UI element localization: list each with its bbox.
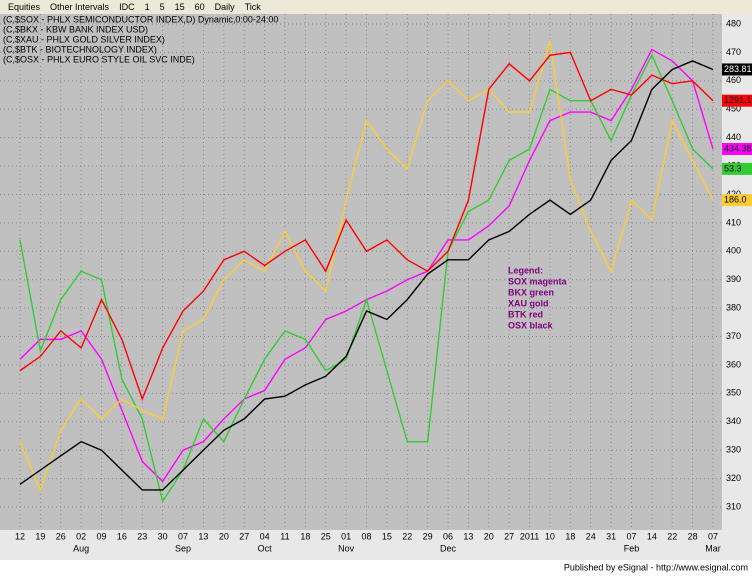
x-tick-label: 02	[76, 531, 86, 541]
x-tick-label: 28	[688, 531, 698, 541]
series-line	[19, 53, 714, 504]
x-tick-label: 31	[606, 531, 616, 541]
last-value-label: 1291.1	[724, 95, 752, 105]
month-label: Aug	[73, 543, 89, 553]
x-tick-label: 23	[137, 531, 147, 541]
x-tick-label: 25	[321, 531, 331, 541]
month-label: Nov	[338, 543, 355, 553]
month-label: Dec	[440, 543, 457, 553]
footer: Published by eSignal - http://www.esigna…	[564, 562, 748, 572]
legend-entry: BTK red	[508, 309, 543, 319]
x-tick-label: 01	[341, 531, 351, 541]
y-tick-label: 460	[726, 75, 741, 85]
toolbar-item[interactable]: IDC	[119, 2, 135, 12]
x-tick-label: 29	[423, 531, 433, 541]
x-tick-label: 13	[198, 531, 208, 541]
x-tick-label: 07	[626, 531, 636, 541]
y-tick-label: 480	[726, 18, 741, 28]
y-tick-label: 400	[726, 246, 741, 256]
series-line	[19, 40, 714, 492]
x-tick-label: 14	[647, 531, 657, 541]
last-value-box	[722, 63, 752, 76]
toolbar: Equities Other Intervals IDC 1 5 15 60 Daily Tic…	[0, 0, 752, 14]
x-tick-label: 27	[504, 531, 514, 541]
x-tick-label: 20	[219, 531, 229, 541]
toolbar-item[interactable]: 5	[159, 2, 165, 12]
x-tick-label: 15	[382, 531, 392, 541]
y-tick-label: 360	[726, 359, 741, 369]
last-value-box	[722, 194, 752, 207]
title-line: (C,$SOX - PHLX SEMICONDUCTOR INDEX,D) Dy…	[3, 14, 278, 24]
x-axis-area	[0, 530, 752, 560]
x-tick-label: 04	[260, 531, 270, 541]
plot-area	[0, 14, 722, 544]
x-tick-label: 22	[667, 531, 677, 541]
y-tick-label: 310	[726, 501, 741, 511]
x-tick-label: 27	[239, 531, 249, 541]
x-tick-label: 19	[35, 531, 45, 541]
y-tick-label: 350	[726, 388, 741, 398]
legend-entry: SOX magenta	[508, 276, 568, 286]
y-tick-label: 380	[726, 302, 741, 312]
last-value-box	[722, 143, 752, 156]
x-tick-label: 11	[280, 531, 289, 541]
y-tick-label: 390	[726, 274, 741, 284]
title-line: (C,$OSX - PHLX EURO STYLE OIL SVC INDE)	[3, 54, 195, 64]
series-line	[19, 60, 714, 491]
x-tick-label: 10	[545, 531, 555, 541]
month-label: Sep	[175, 543, 191, 553]
x-tick-label: 24	[586, 531, 596, 541]
x-tick-label: 20	[484, 531, 494, 541]
title-line: (C,$BTK - BIOTECHNOLOGY INDEX)	[3, 44, 157, 54]
x-tick-label: 08	[361, 531, 371, 541]
y-tick-label: 440	[726, 132, 741, 142]
legend-title: Legend:	[508, 265, 543, 275]
y-tick-label: 450	[726, 104, 741, 114]
title-line: (C,$BKX - KBW BANK INDEX USD)	[3, 24, 148, 34]
last-value-label: 283.81	[724, 64, 752, 74]
month-label: Mar	[705, 543, 721, 553]
x-tick-label: 12	[15, 531, 25, 541]
toolbar-item[interactable]: Other Intervals	[50, 2, 110, 12]
month-label: Feb	[624, 543, 640, 553]
last-value-label: 434.38	[724, 143, 752, 153]
last-value-label: 53.3	[724, 163, 742, 173]
toolbar-item[interactable]: Daily	[214, 2, 235, 12]
x-tick-label: 18	[300, 531, 310, 541]
toolbar-item[interactable]: 1	[144, 2, 150, 12]
x-tick-label: 06	[443, 531, 453, 541]
y-tick-label: 370	[726, 331, 741, 341]
x-tick-label: 30	[158, 531, 168, 541]
x-tick-label: 13	[463, 531, 473, 541]
y-tick-label: 470	[726, 47, 741, 57]
toolbar-item[interactable]: Tick	[244, 2, 261, 12]
y-tick-label: 410	[726, 217, 741, 227]
x-tick-label: 18	[565, 531, 575, 541]
y-tick-label: 420	[726, 189, 741, 199]
x-tick-label: 16	[117, 531, 127, 541]
x-tick-label: 22	[402, 531, 412, 541]
x-tick-label: 07	[708, 531, 718, 541]
legend-entry: BKX green	[508, 287, 554, 297]
last-value-box	[722, 162, 752, 175]
title-line: (C,$XAU - PHLX GOLD SILVER INDEX)	[3, 34, 165, 44]
last-value-box	[722, 94, 752, 107]
y-tick-label: 320	[726, 473, 741, 483]
x-tick-label: 26	[56, 531, 66, 541]
y-tick-label: 340	[726, 416, 741, 426]
last-value-label: 186.0	[724, 195, 747, 205]
toolbar-item[interactable]: 60	[194, 2, 205, 12]
month-label: Oct	[258, 543, 273, 553]
legend-entry: XAU gold	[508, 298, 549, 308]
series-line	[19, 51, 714, 402]
x-tick-label: 07	[178, 531, 188, 541]
x-tick-label: 09	[97, 531, 107, 541]
chart: 3103203303403503603703803904004104204304…	[0, 14, 752, 572]
toolbar-item[interactable]: 15	[174, 2, 185, 12]
x-tick-label: 2011	[520, 531, 539, 541]
legend-entry: OSX black	[508, 320, 554, 330]
toolbar-item[interactable]: Equities	[8, 2, 41, 12]
y-tick-label: 330	[726, 445, 741, 455]
